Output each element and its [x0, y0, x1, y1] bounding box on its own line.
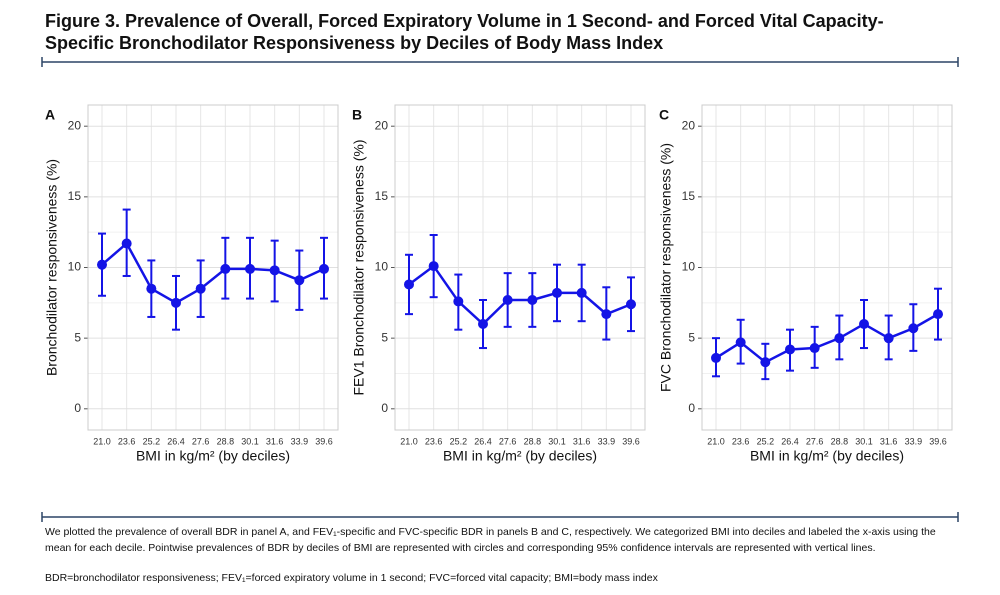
- point: [933, 309, 943, 320]
- x-tick-label: 39.6: [929, 436, 947, 446]
- figure-title: Figure 3. Prevalence of Overall, Forced …: [45, 11, 884, 53]
- y-tick-label: 5: [688, 330, 695, 344]
- plot-frame: [87, 104, 339, 431]
- x-tick-label: 23.6: [425, 436, 443, 446]
- point: [404, 279, 414, 290]
- point: [195, 283, 206, 294]
- y-tick-label: 20: [682, 118, 696, 132]
- x-tick-label: 21.0: [93, 436, 111, 446]
- point: [809, 343, 820, 354]
- point: [626, 299, 636, 310]
- x-axis-label: BMI in kg/m² (by deciles): [750, 448, 904, 464]
- plot-frame: [701, 104, 953, 431]
- x-tick-label: 39.6: [315, 436, 333, 446]
- point: [883, 333, 894, 344]
- x-tick-label: 30.1: [855, 436, 873, 446]
- y-tick-label: 0: [688, 401, 695, 415]
- panel-label: B: [352, 107, 362, 123]
- y-axis-label: FVC Bronchodilator responsiveness (%): [658, 143, 674, 392]
- point: [428, 261, 439, 272]
- point: [171, 297, 181, 308]
- point: [859, 319, 869, 330]
- y-tick-label: 10: [68, 260, 82, 274]
- y-tick-label: 10: [682, 260, 696, 274]
- x-tick-label: 30.1: [241, 436, 259, 446]
- y-axis-label: FEV1 Bronchodilator responsiveness (%): [351, 139, 367, 395]
- x-tick-label: 21.0: [707, 436, 725, 446]
- rules: [41, 57, 959, 522]
- x-tick-label: 31.6: [266, 436, 284, 446]
- point: [601, 309, 612, 320]
- line: [408, 264, 632, 326]
- point: [220, 263, 231, 274]
- y-tick-label: 5: [381, 330, 388, 344]
- x-tick-label: 27.6: [192, 436, 210, 446]
- point: [294, 275, 305, 286]
- y-tick-label: 20: [375, 118, 389, 132]
- y-axis-label: Bronchodilator responsiveness (%): [44, 159, 60, 376]
- point: [785, 344, 795, 355]
- x-tick-label: 23.6: [732, 436, 750, 446]
- point: [527, 295, 538, 305]
- note: BDR=bronchodilator responsiveness; FEV₁=…: [45, 572, 658, 584]
- x-tick-label: 28.8: [217, 436, 235, 446]
- panel-label: A: [45, 107, 55, 123]
- point: [97, 259, 107, 270]
- point: [552, 287, 562, 298]
- x-tick-label: 27.6: [499, 436, 517, 446]
- x-tick-label: 21.0: [400, 436, 418, 446]
- point: [146, 283, 157, 294]
- point: [319, 263, 329, 274]
- y-tick-label: 0: [74, 401, 81, 415]
- x-tick-label: 27.6: [806, 436, 824, 446]
- x-tick-label: 31.6: [880, 436, 898, 446]
- y-tick-label: 15: [68, 189, 82, 203]
- y-tick-label: 10: [375, 260, 389, 274]
- x-tick-label: 25.2: [143, 436, 161, 446]
- x-tick-label: 26.4: [781, 436, 799, 446]
- x-tick-label: 28.8: [524, 436, 542, 446]
- point: [478, 319, 488, 330]
- point: [269, 265, 280, 276]
- plot-frame: [394, 104, 646, 431]
- point: [502, 295, 513, 305]
- y-tick-label: 15: [375, 189, 389, 203]
- x-tick-label: 31.6: [573, 436, 591, 446]
- line: [101, 241, 325, 305]
- point: [245, 263, 255, 274]
- point: [576, 287, 587, 298]
- line: [715, 313, 939, 364]
- y-tick-label: 15: [682, 189, 696, 203]
- x-tick-label: 23.6: [118, 436, 136, 446]
- point: [735, 337, 746, 348]
- y-tick-label: 20: [68, 118, 82, 132]
- point: [834, 333, 845, 344]
- x-axis-label: BMI in kg/m² (by deciles): [443, 448, 597, 464]
- point: [453, 296, 464, 307]
- x-tick-label: 33.9: [291, 436, 309, 446]
- y-tick-label: 5: [74, 330, 81, 344]
- x-tick-label: 25.2: [450, 436, 468, 446]
- panel-label: C: [659, 107, 669, 123]
- note: We plotted the prevalence of overall BDR…: [45, 526, 936, 554]
- point: [760, 357, 771, 368]
- x-tick-label: 25.2: [757, 436, 775, 446]
- x-tick-label: 26.4: [167, 436, 185, 446]
- point: [121, 238, 132, 249]
- x-tick-label: 39.6: [622, 436, 640, 446]
- x-tick-label: 33.9: [598, 436, 616, 446]
- x-tick-label: 33.9: [905, 436, 923, 446]
- x-tick-label: 26.4: [474, 436, 492, 446]
- point: [711, 352, 721, 363]
- point: [908, 323, 919, 334]
- x-axis-label: BMI in kg/m² (by deciles): [136, 448, 290, 464]
- x-tick-label: 28.8: [831, 436, 849, 446]
- y-tick-label: 0: [381, 401, 388, 415]
- x-tick-label: 30.1: [548, 436, 566, 446]
